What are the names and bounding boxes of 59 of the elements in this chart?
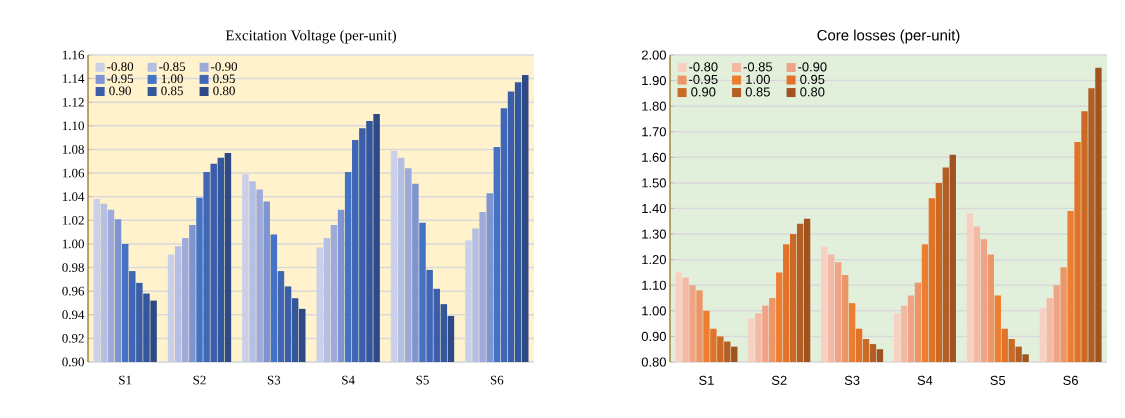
- legend-label: -0.95: [107, 74, 134, 84]
- y-tick-label: 0.90: [62, 357, 84, 367]
- legend-label: 1.00: [746, 74, 770, 84]
- legend-label: -0.85: [743, 62, 773, 72]
- y-tick-label: 0.92: [62, 333, 84, 343]
- y-tick-label: 1.40: [642, 203, 666, 214]
- legend-label: 0.95: [213, 74, 235, 84]
- y-tick-label: 0.96: [62, 286, 85, 296]
- y-tick-label: 2.00: [641, 50, 666, 60]
- legend-label: -0.90: [798, 62, 827, 72]
- y-tick-label: 1.04: [62, 192, 85, 202]
- legend-label: -0.80: [107, 62, 134, 72]
- y-tick-label: 1.10: [642, 280, 666, 290]
- y-tick-label: 1.06: [62, 168, 85, 178]
- legend-label: -0.90: [211, 62, 238, 72]
- legend-label: 0.90: [109, 86, 131, 96]
- legend-label: 0.85: [745, 87, 770, 97]
- x-tick-label: S4: [917, 375, 933, 385]
- legend-label: 0.95: [800, 74, 825, 84]
- y-tick-label: 1.02: [62, 215, 84, 225]
- y-tick-label: 1.14: [62, 74, 85, 83]
- x-tick-label: S1: [699, 375, 714, 385]
- y-tick-label: 1.00: [62, 239, 84, 249]
- x-tick-label: S2: [193, 375, 206, 385]
- chart-title: Excitation Voltage (per-unit): [225, 29, 396, 44]
- legend-label: 1.00: [161, 74, 183, 84]
- x-tick-label: S5: [416, 375, 429, 385]
- chart-title: Core losses (per-unit): [817, 29, 960, 44]
- y-tick-label: 1.70: [642, 127, 666, 137]
- y-tick-label: 1.20: [642, 255, 666, 265]
- x-tick-label: S3: [267, 375, 281, 385]
- y-tick-label: 0.80: [641, 357, 666, 367]
- legend-label: 0.80: [800, 87, 825, 97]
- y-tick-label: 1.90: [642, 75, 666, 86]
- x-tick-label: S2: [771, 375, 787, 385]
- legend-label: -0.80: [689, 62, 718, 72]
- y-tick-label: 1.80: [642, 101, 666, 111]
- y-tick-label: 0.90: [641, 331, 666, 341]
- y-tick-label: 1.12: [62, 97, 84, 107]
- y-tick-label: 1.30: [642, 229, 666, 239]
- x-tick-label: S1: [119, 375, 132, 385]
- legend-label: 0.90: [691, 87, 716, 97]
- y-tick-label: 1.00: [642, 306, 666, 316]
- y-tick-label: 0.94: [62, 310, 85, 320]
- y-tick-label: 0.98: [62, 263, 84, 272]
- x-tick-label: S4: [342, 375, 355, 385]
- y-tick-label: 1.08: [62, 145, 84, 154]
- x-tick-label: S6: [1063, 375, 1078, 385]
- x-tick-label: S3: [844, 375, 860, 385]
- legend-label: 0.85: [161, 86, 183, 96]
- legend-label: -0.95: [689, 74, 718, 84]
- y-tick-label: 1.50: [642, 178, 666, 188]
- legend-label: 0.80: [213, 86, 235, 96]
- x-tick-label: S5: [990, 375, 1006, 385]
- x-tick-label: S6: [490, 375, 504, 385]
- y-tick-label: 1.60: [642, 152, 666, 162]
- y-tick-label: 1.16: [62, 50, 85, 60]
- y-tick-label: 1.10: [62, 121, 84, 131]
- legend-label: -0.85: [159, 62, 186, 72]
